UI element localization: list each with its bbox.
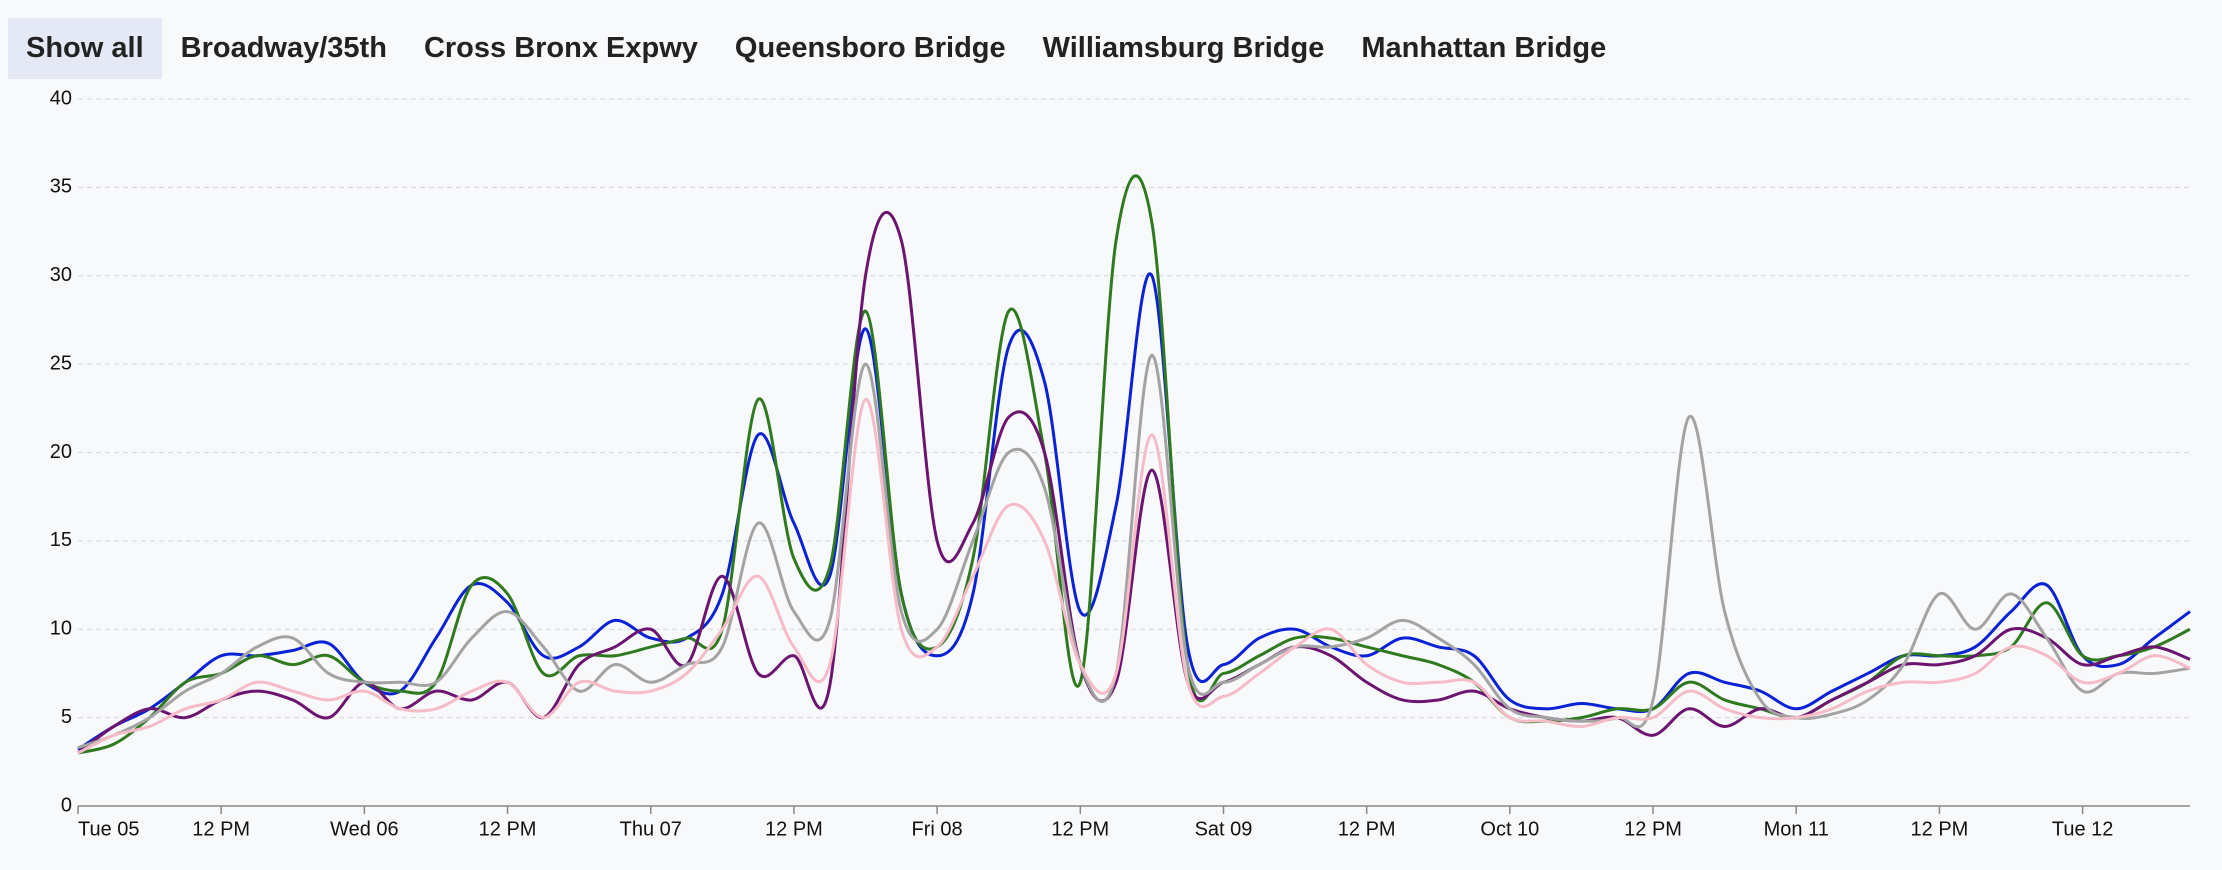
- y-tick-label: 25: [50, 352, 72, 374]
- series-line: [77, 397, 2191, 755]
- y-tick-label: 20: [50, 441, 72, 463]
- x-tick-label: 12 PM: [1624, 818, 1682, 840]
- series-line: [77, 174, 2191, 755]
- tab[interactable]: Williamsburg Bridge: [1025, 18, 1343, 79]
- tab[interactable]: Broadway/35th: [163, 18, 405, 79]
- tab[interactable]: Cross Bronx Expwy: [406, 18, 716, 79]
- x-tick-label: Wed 06: [330, 818, 399, 840]
- x-tick-label: Tue 12: [2052, 818, 2114, 840]
- y-tick-label: 15: [50, 529, 72, 551]
- y-tick-label: 40: [50, 87, 72, 109]
- y-tick-label: 30: [50, 264, 72, 286]
- x-tick-label: Tue 05: [78, 818, 140, 840]
- x-tick-label: Oct 10: [1480, 818, 1539, 840]
- x-tick-label: 12 PM: [1051, 818, 1109, 840]
- x-tick-label: 12 PM: [765, 818, 823, 840]
- x-tick-label: 12 PM: [1911, 818, 1969, 840]
- x-tick-label: Fri 08: [912, 818, 963, 840]
- x-tick-label: Thu 07: [620, 818, 682, 840]
- x-tick-label: Mon 11: [1764, 818, 1829, 840]
- x-tick-label: 12 PM: [192, 818, 250, 840]
- tab[interactable]: Manhattan Bridge: [1343, 18, 1624, 79]
- x-tick-label: 12 PM: [479, 818, 537, 840]
- tab[interactable]: Show all: [8, 18, 162, 79]
- y-tick-label: 5: [61, 706, 72, 728]
- tab[interactable]: Queensboro Bridge: [717, 18, 1024, 79]
- x-tick-label: Sat 09: [1195, 818, 1253, 840]
- y-tick-label: 35: [50, 176, 72, 198]
- tab-bar: Show all Broadway/35th Cross Bronx Expwy Q…: [8, 18, 1625, 79]
- y-tick-label: 0: [61, 794, 72, 816]
- y-tick-label: 10: [50, 618, 72, 640]
- x-tick-label: 12 PM: [1338, 818, 1396, 840]
